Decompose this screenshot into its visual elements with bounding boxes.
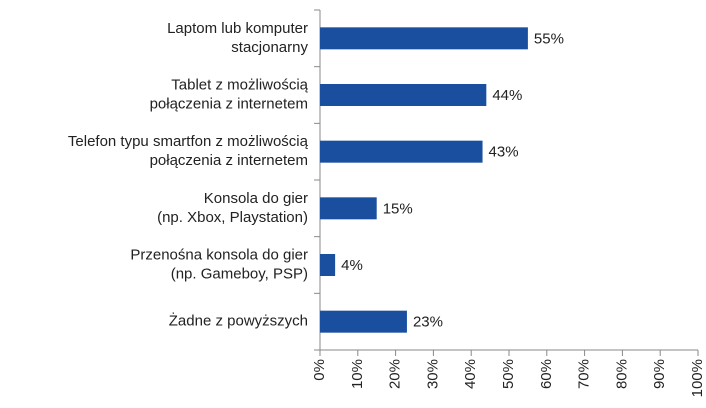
y-tick-label: Telefon typu smartfon z możliwością połąc… [68,133,309,169]
value-label: 55% [534,30,564,47]
y-tick-label: Przenośna konsola do gier (np. Gameboy, P… [130,246,308,282]
value-label: 23% [413,314,443,331]
value-label: 43% [489,144,519,161]
bar [320,197,377,220]
x-tick-label: 50% [500,359,517,389]
bar [320,84,487,106]
y-tick-label: Tablet z możliwością połączenia z interne… [150,76,309,112]
bar [320,310,407,333]
bar [320,27,528,50]
x-tick-label: 10% [349,359,366,389]
bar [320,254,336,276]
value-label: 15% [383,200,413,217]
x-tick-label: 80% [613,359,630,389]
x-tick-label: 0% [311,359,328,381]
x-tick-label: 30% [424,359,441,389]
x-tick-label: 70% [576,359,593,389]
x-tick-label: 60% [538,359,555,389]
x-tick-label: 40% [462,359,479,389]
value-label: 4% [341,257,363,274]
bar [320,140,483,163]
x-tick-label: 90% [651,359,668,389]
value-label: 44% [492,87,522,104]
x-tick-label: 20% [387,359,404,389]
y-tick-label: Konsola do gier (np. Xbox, Playstation) [157,190,308,226]
y-tick-label: Żadne z powyższych [169,312,308,330]
y-tick-label: Laptom lub komputer stacjonarny [167,20,308,56]
x-tick-label: 100% [689,359,706,397]
